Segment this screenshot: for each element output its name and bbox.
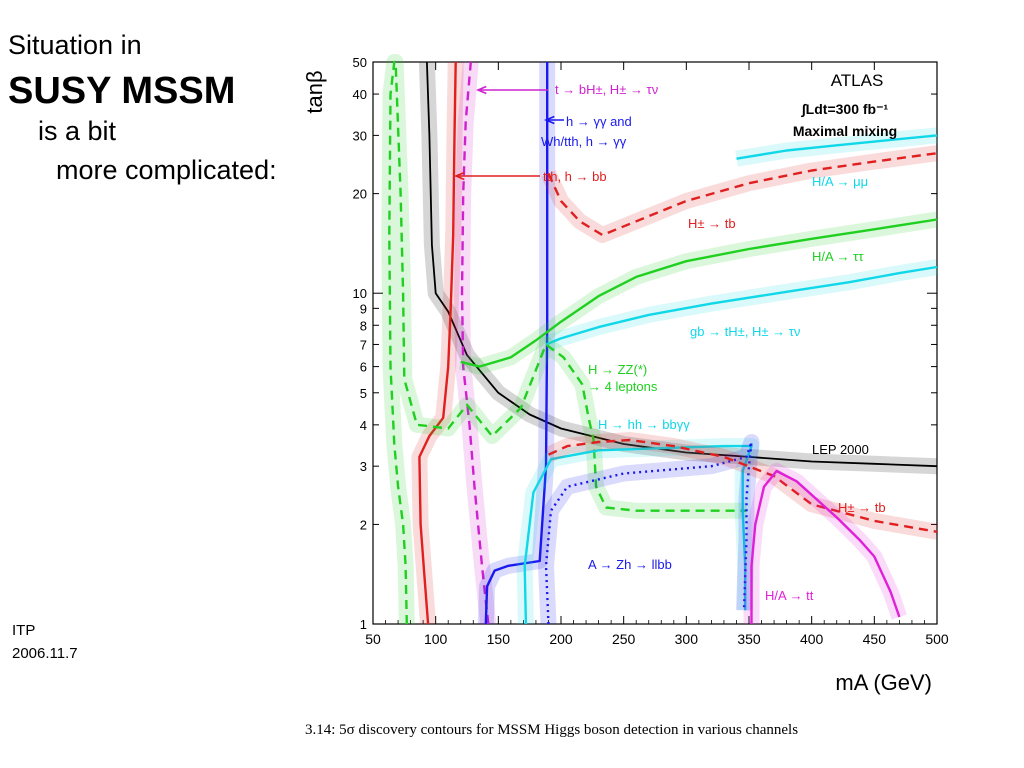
annotation-0: t → bH±, H± → τν	[555, 82, 658, 97]
y-tick-label: 20	[353, 187, 367, 202]
series-band-2	[454, 61, 497, 625]
series-line-2	[460, 61, 490, 625]
annotation-10: H → hh → bbγγ	[598, 417, 690, 432]
series-line-8	[388, 60, 747, 625]
x-tick-label: 200	[549, 631, 573, 647]
annotation-12: H± → tb	[838, 500, 886, 515]
footer-org: ITP	[12, 622, 36, 639]
y-tick-label: 4	[360, 418, 367, 433]
series-line-11	[548, 438, 938, 533]
y-tick-label: 3	[360, 459, 367, 474]
x-tick-label: 450	[863, 631, 887, 647]
title-line-3: is a bit	[38, 116, 117, 146]
x-tick-label: 350	[737, 631, 761, 647]
annotation-2: Wh/tth, h → γγ	[541, 134, 627, 149]
series-line-0	[426, 61, 938, 468]
annotation-13: A → Zh → llbb	[588, 557, 672, 572]
y-tick-label: 8	[360, 318, 367, 333]
x-tick-label: 250	[612, 631, 636, 647]
arrow-tbh-head	[475, 85, 487, 95]
arrow-hgg-head	[543, 115, 555, 125]
series-band-6	[458, 211, 939, 375]
series-line-12	[750, 469, 901, 624]
series-line-5	[736, 134, 938, 160]
y-tick-label: 30	[353, 128, 367, 143]
annotation-8: H → ZZ(*)	[588, 362, 647, 377]
series-line-3	[484, 62, 549, 625]
x-tick-label: 300	[675, 631, 699, 647]
y-tick-label: 7	[360, 337, 367, 352]
annotation-4: H/A → μμ	[812, 174, 868, 189]
annotation-7: gb → tH±, H± → τν	[690, 324, 800, 339]
footer-date: 2006.11.7	[12, 645, 78, 662]
annotation-9: → 4 leptons	[588, 379, 658, 394]
annotation-6: H/A → ττ	[812, 249, 864, 264]
annotation-11: LEP 2000	[812, 442, 869, 457]
figure-caption: 3.14: 5σ discovery contours for MSSM Hig…	[305, 722, 799, 738]
luminosity-label: ∫Ldt=300 fb⁻¹	[801, 101, 889, 118]
annotation-1: h → γγ and	[566, 114, 632, 129]
title-line-1: Situation in	[8, 30, 142, 60]
series-line-1	[418, 61, 457, 625]
x-tick-label: 150	[487, 631, 511, 647]
x-tick-label: 50	[365, 631, 381, 647]
y-tick-label: 10	[353, 286, 367, 301]
annotation-14: H/A → tt	[765, 588, 814, 603]
y-tick-label: 2	[360, 517, 367, 532]
y-tick-label: 40	[353, 87, 367, 102]
annotation-3: tth, h → bb	[543, 169, 607, 184]
y-tick-label: 50	[353, 55, 367, 70]
scenario-label: Maximal mixing	[793, 123, 897, 139]
title-line-4: more complicated:	[56, 155, 277, 185]
x-tick-label: 500	[925, 631, 949, 647]
annotation-5: H± → tb	[688, 216, 736, 231]
y-axis-label: tanβ	[302, 70, 327, 113]
series-line-9	[523, 444, 753, 625]
arrow-tth-head	[453, 171, 465, 181]
y-tick-label: 9	[360, 301, 367, 316]
x-axis-label: mA (GeV)	[835, 670, 932, 695]
series-line-7	[545, 265, 938, 346]
y-tick-label: 1	[360, 617, 367, 632]
series-line-10	[544, 440, 753, 625]
plot-frame	[372, 61, 938, 625]
experiment-label: ATLAS	[831, 71, 884, 90]
title-line-2: SUSY MSSM	[8, 70, 236, 112]
series-line-4	[547, 152, 938, 237]
y-tick-label: 6	[360, 360, 367, 375]
series-line-6	[460, 218, 938, 368]
y-tick-label: 5	[360, 386, 367, 401]
x-tick-label: 400	[800, 631, 824, 647]
series-band-10	[538, 434, 760, 625]
x-tick-label: 100	[424, 631, 448, 647]
